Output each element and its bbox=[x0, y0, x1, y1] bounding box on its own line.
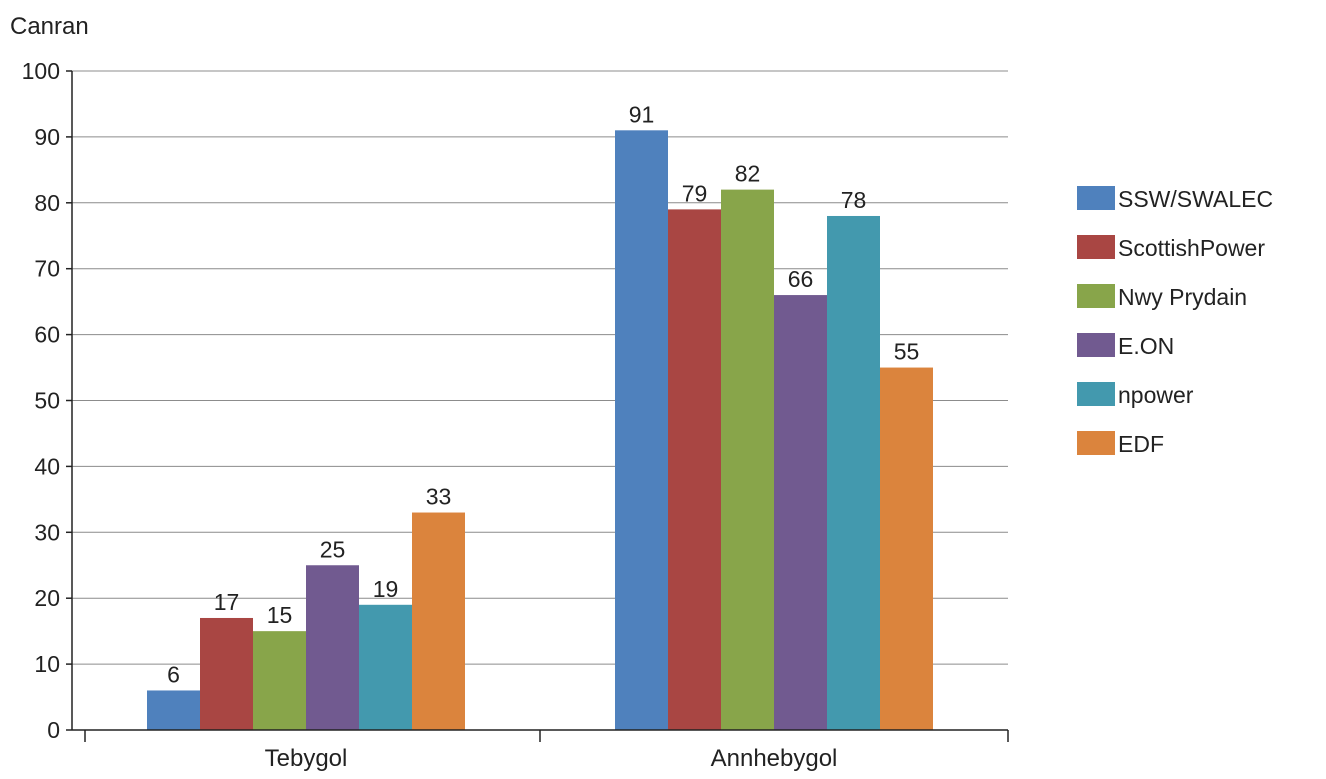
bar bbox=[880, 367, 933, 730]
y-tick-label: 10 bbox=[34, 651, 60, 677]
data-label: 79 bbox=[682, 180, 708, 206]
x-tick-label: Annhebygol bbox=[711, 745, 838, 772]
y-tick-label: 70 bbox=[34, 256, 60, 282]
data-label: 17 bbox=[214, 589, 240, 615]
legend-label: Nwy Prydain bbox=[1118, 284, 1247, 310]
y-tick-label: 40 bbox=[34, 453, 60, 479]
y-tick-label: 60 bbox=[34, 322, 60, 348]
bar bbox=[774, 295, 827, 730]
bar bbox=[721, 189, 774, 730]
bar bbox=[412, 512, 465, 730]
legend-label: EDF bbox=[1118, 431, 1164, 457]
data-label: 78 bbox=[841, 187, 867, 213]
y-tick-label: 30 bbox=[34, 519, 60, 545]
y-tick-label: 20 bbox=[34, 585, 60, 611]
legend-swatch bbox=[1077, 186, 1115, 210]
y-tick-label: 0 bbox=[47, 717, 60, 743]
data-label: 66 bbox=[788, 266, 814, 292]
legend-swatch bbox=[1077, 284, 1115, 308]
y-tick-label: 100 bbox=[22, 58, 60, 84]
data-label: 91 bbox=[629, 101, 655, 127]
gridlines bbox=[72, 70, 1008, 665]
bar bbox=[827, 215, 880, 731]
data-label: 6 bbox=[167, 661, 180, 687]
x-tick-label: Tebygol bbox=[265, 745, 348, 772]
legend-label: npower bbox=[1118, 382, 1194, 408]
data-label: 19 bbox=[373, 576, 399, 602]
legend-label: E.ON bbox=[1118, 333, 1174, 359]
bar bbox=[359, 604, 412, 730]
legend-swatch bbox=[1077, 382, 1115, 406]
bar bbox=[200, 617, 253, 730]
legend-swatch bbox=[1077, 333, 1115, 357]
bar bbox=[147, 690, 200, 730]
bar bbox=[306, 565, 359, 730]
legend-swatch bbox=[1077, 431, 1115, 455]
y-tick-label: 80 bbox=[34, 190, 60, 216]
data-label: 33 bbox=[426, 484, 452, 510]
bars bbox=[147, 130, 933, 731]
bar bbox=[615, 130, 668, 730]
y-tick-label: 50 bbox=[34, 388, 60, 414]
y-tick-label: 90 bbox=[34, 124, 60, 150]
data-label: 82 bbox=[735, 161, 761, 187]
bar bbox=[668, 209, 721, 730]
legend-swatch bbox=[1077, 235, 1115, 259]
data-label: 55 bbox=[894, 339, 920, 365]
legend: SSW/SWALEC ScottishPower Nwy Prydain E.ON np… bbox=[1077, 186, 1273, 457]
bar bbox=[253, 631, 306, 730]
legend-label: ScottishPower bbox=[1118, 235, 1265, 261]
data-label: 15 bbox=[267, 602, 293, 628]
data-labels: 6 17 15 25 19 33 91 79 82 66 78 55 bbox=[167, 101, 919, 687]
y-axis-title: Canran bbox=[10, 13, 89, 40]
legend-label: SSW/SWALEC bbox=[1118, 186, 1273, 212]
axes: Canran 0 10 20 30 40 50 60 70 80 90 100 Tebygol Annh… bbox=[10, 13, 1009, 772]
data-label: 25 bbox=[320, 536, 346, 562]
